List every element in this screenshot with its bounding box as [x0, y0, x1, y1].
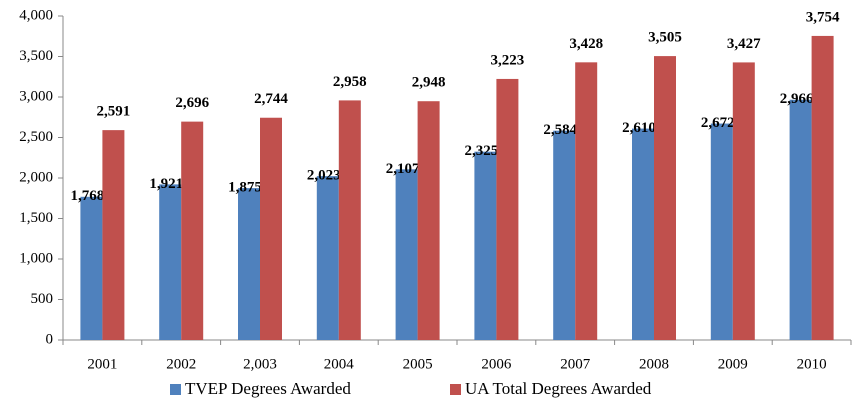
value-label: 3,754 [806, 9, 840, 25]
bar [238, 188, 260, 340]
bar [181, 121, 204, 341]
value-label: 1,875 [228, 180, 262, 196]
value-label: 2,023 [307, 168, 341, 184]
value-label: 3,505 [648, 30, 682, 46]
y-tick-label: 3,500 [19, 48, 53, 64]
x-tick-label: 2004 [324, 356, 355, 372]
value-label: 1,768 [71, 188, 105, 204]
bar [316, 176, 339, 340]
y-tick-label: 2,500 [19, 129, 53, 145]
bar [338, 100, 361, 340]
bar [496, 78, 519, 340]
bar [553, 130, 576, 340]
y-tick-label: 4,000 [19, 7, 53, 23]
value-label: 2,610 [622, 120, 656, 136]
bar [575, 62, 598, 340]
x-tick-label: 2005 [403, 356, 433, 372]
bar [395, 169, 418, 340]
bar [710, 123, 733, 341]
x-tick-label: 2,003 [243, 356, 277, 372]
x-tick-label: 2009 [718, 356, 748, 372]
legend-label: TVEP Degrees Awarded [185, 379, 351, 398]
value-label: 2,744 [254, 91, 288, 107]
value-label: 2,107 [386, 161, 420, 177]
bar [474, 151, 497, 340]
y-tick-label: 500 [31, 291, 54, 307]
value-label: 3,427 [727, 36, 761, 52]
value-label: 2,591 [97, 104, 131, 120]
value-label: 2,672 [701, 115, 735, 131]
value-label: 2,966 [780, 91, 814, 107]
bar [417, 101, 440, 340]
y-tick-label: 1,000 [19, 250, 53, 266]
x-tick-label: 2008 [639, 356, 669, 372]
value-label: 3,428 [569, 36, 603, 52]
bar [654, 56, 676, 340]
bar [260, 117, 282, 341]
value-label: 2,948 [412, 75, 446, 91]
legend-swatch [170, 384, 181, 395]
value-label: 3,223 [491, 52, 525, 68]
value-label: 1,921 [149, 176, 183, 192]
bar [159, 184, 182, 340]
y-tick-label: 1,500 [19, 210, 53, 226]
bar [102, 130, 125, 340]
x-tick-label: 2007 [560, 356, 591, 372]
value-label: 2,696 [175, 95, 209, 111]
value-label: 2,958 [333, 74, 367, 90]
y-tick-label: 0 [46, 331, 54, 347]
bar [632, 128, 654, 340]
bar [732, 62, 755, 341]
y-tick-label: 3,000 [19, 88, 53, 104]
value-label: 2,584 [543, 122, 577, 138]
y-tick-label: 2,000 [19, 169, 53, 185]
bar [789, 99, 812, 340]
bar [811, 35, 834, 341]
value-label: 2,325 [465, 143, 499, 159]
bar [80, 196, 103, 340]
x-tick-label: 2002 [166, 356, 196, 372]
x-tick-label: 2006 [481, 356, 512, 372]
legend-label: UA Total Degrees Awarded [465, 379, 652, 398]
x-tick-label: 2001 [87, 356, 117, 372]
legend-swatch [450, 384, 461, 395]
x-tick-label: 2010 [797, 356, 827, 372]
